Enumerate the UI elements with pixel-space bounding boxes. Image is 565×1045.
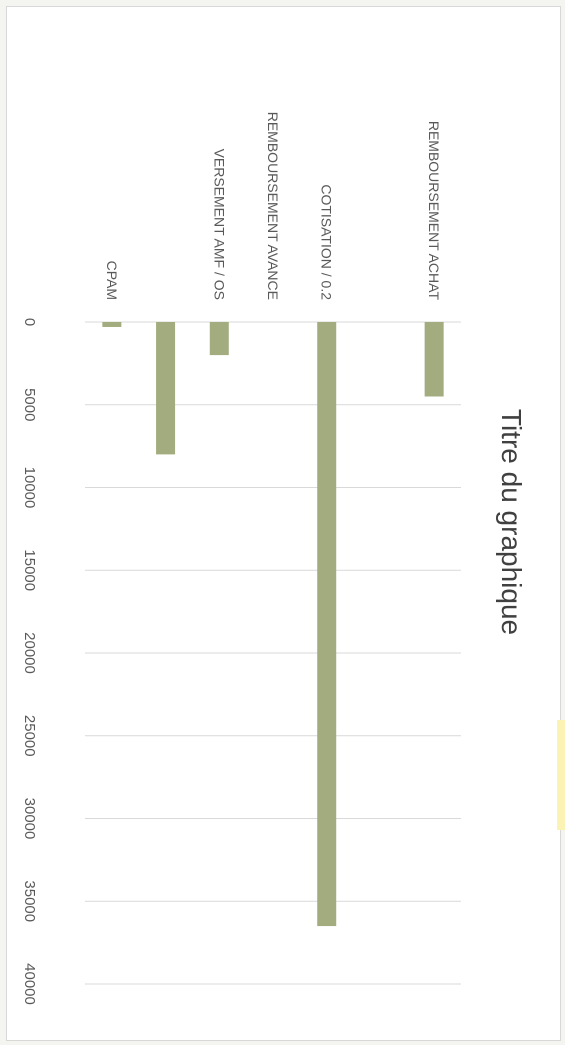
bar — [102, 322, 122, 327]
tick-label: 10000 — [21, 467, 38, 509]
category-label: CPAM — [104, 261, 120, 300]
bar — [209, 322, 229, 356]
highlight-mark — [557, 720, 565, 830]
tick-labels: 0 5000 10000 15000 20000 25000 30000 35000 40000 — [21, 318, 38, 1005]
tick-label: 30000 — [21, 798, 38, 840]
chart-sheet — [6, 6, 561, 1041]
category-label: VERSEMENT AMF / OS — [211, 149, 227, 300]
bar — [424, 322, 444, 397]
category-label: REMBOURSEMENT AVANCE — [265, 112, 281, 300]
category-label: COTISATION / 0.2 — [319, 184, 335, 300]
tick-label: 35000 — [21, 880, 38, 922]
tick-label: 0 — [21, 318, 38, 326]
bar — [156, 322, 176, 455]
tick-label: 20000 — [21, 632, 38, 674]
bar — [317, 322, 337, 927]
category-label: REMBOURSEMENT ACHAT — [426, 121, 442, 301]
tick-label: 40000 — [21, 963, 38, 1005]
tick-label: 5000 — [21, 388, 38, 421]
gridlines — [85, 321, 461, 985]
tick-label: 15000 — [21, 549, 38, 591]
tick-label: 25000 — [21, 715, 38, 757]
bars — [102, 322, 444, 927]
chart-title: Titre du graphique — [496, 409, 527, 635]
category-labels: REMBOURSEMENT ACHAT COTISATION / 0.2 REMBO… — [104, 112, 442, 301]
